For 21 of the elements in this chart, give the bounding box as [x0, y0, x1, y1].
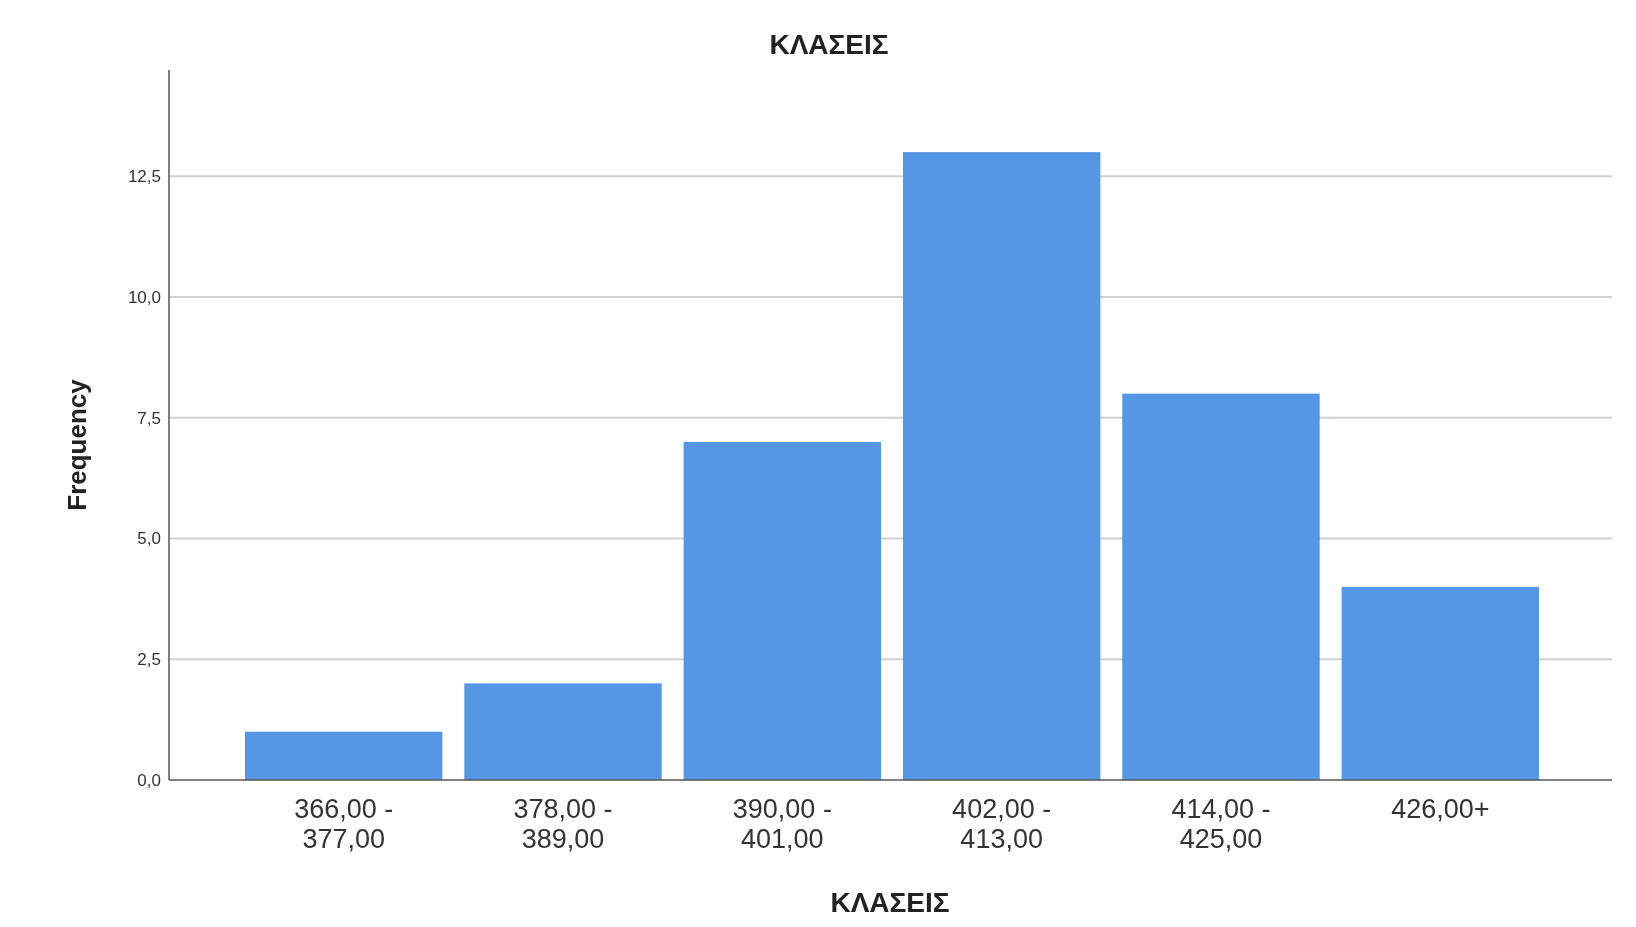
x-tick-label: 390,00 - 401,00 [732, 794, 832, 854]
y-tick-label: 10,0 [127, 287, 161, 307]
bar [464, 683, 662, 780]
bar [245, 731, 443, 780]
bar [1341, 586, 1539, 780]
x-tick-label: 426,00+ [1391, 794, 1490, 824]
x-axis-title: ΚΛΑΣΕΙΣ [830, 887, 950, 918]
y-tick-label: 12,5 [127, 167, 161, 187]
x-tick-label: 414,00 - 425,00 [1171, 794, 1271, 854]
y-tick-label: 7,5 [137, 408, 161, 428]
bar [683, 441, 882, 780]
x-tick-label: 402,00 - 413,00 [952, 794, 1052, 854]
x-tick-label: 378,00 - 389,00 [513, 794, 613, 854]
y-tick-label: 0,0 [137, 770, 161, 790]
bar [1122, 393, 1320, 780]
chart-title: ΚΛΑΣΕΙΣ [769, 29, 889, 60]
x-tick-label: 366,00 - 377,00 [294, 794, 394, 854]
y-axis-title: Frequency [62, 378, 92, 511]
y-tick-label: 2,5 [137, 650, 161, 670]
bar [902, 152, 1101, 780]
y-tick-label: 5,0 [137, 529, 161, 549]
